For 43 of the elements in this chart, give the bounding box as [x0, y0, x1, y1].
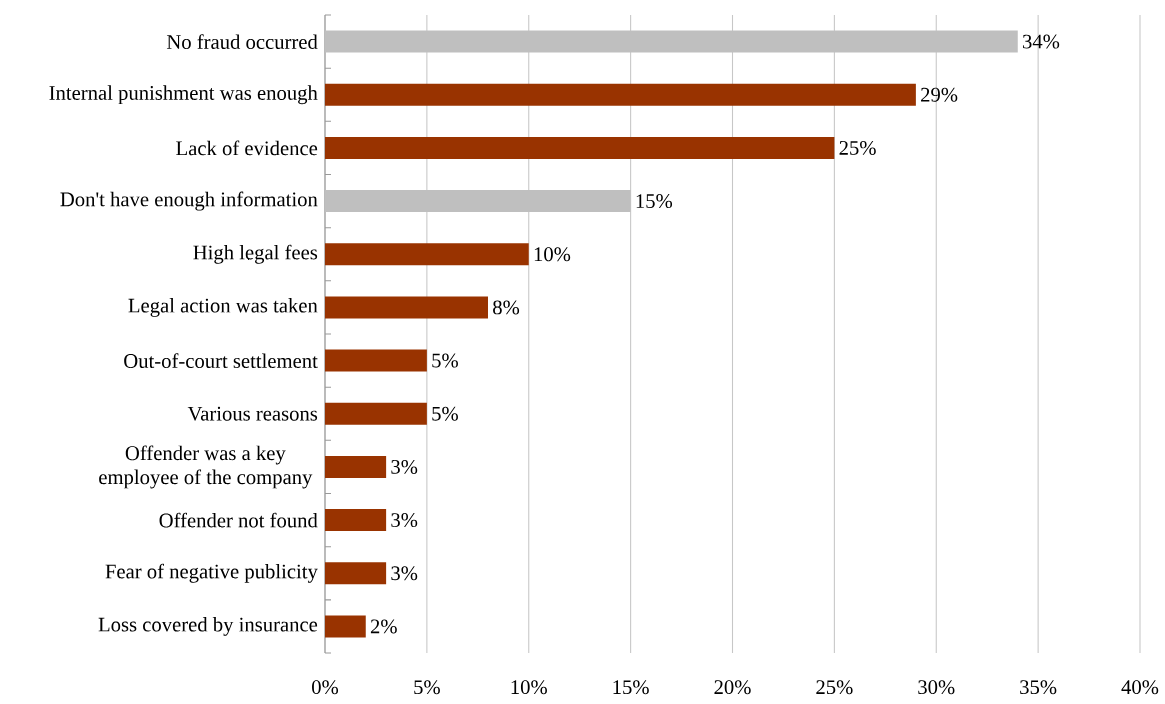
x-tick-label: 40%	[1121, 680, 1159, 695]
data-label: 34%	[1023, 34, 1060, 49]
y-tick-label: Don't have enough information	[60, 191, 318, 211]
bar	[325, 83, 916, 106]
data-label: 5%	[432, 353, 458, 368]
data-label: 5%	[432, 406, 458, 421]
bar	[325, 509, 387, 532]
data-label: 3%	[391, 513, 418, 528]
bar	[325, 243, 529, 266]
bar	[325, 402, 427, 425]
x-tick-label: 0%	[312, 680, 339, 695]
y-tick-label: Fear of negative publicity	[105, 563, 318, 583]
y-tick-label: Lack of evidence	[176, 140, 318, 156]
y-tick-label: Loss covered by insurance	[98, 617, 318, 636]
data-label: 2%	[370, 619, 397, 634]
y-tick-label: Various reasons	[187, 406, 318, 421]
bar	[325, 455, 387, 478]
x-tick-label: 30%	[918, 680, 955, 695]
x-tick-label: 35%	[1020, 680, 1057, 695]
data-label: 3%	[391, 459, 418, 474]
bar	[325, 349, 427, 372]
data-label: 15%	[636, 194, 673, 209]
data-label: 29%	[921, 87, 958, 102]
x-tick-label: 5%	[414, 680, 440, 695]
data-label: 10%	[534, 247, 571, 262]
x-tick-label: 10%	[511, 680, 547, 695]
bar	[325, 562, 387, 585]
y-tick-label: No fraud occurred	[166, 34, 318, 49]
y-tick-label: Offender was a key employee of the company	[99, 445, 313, 489]
y-tick-label: Legal action was taken	[128, 298, 318, 317]
x-tick-label: 20%	[714, 680, 751, 695]
y-tick-label: High legal fees	[193, 244, 318, 264]
bar	[325, 136, 835, 159]
x-tick-label: 25%	[816, 680, 853, 695]
bar	[325, 296, 488, 319]
bar	[325, 615, 366, 638]
data-label: 25%	[839, 140, 876, 155]
data-label: 8%	[493, 300, 520, 315]
y-tick-label: Offender not found	[159, 512, 318, 528]
y-tick-label: Internal punishment was enough	[49, 85, 318, 105]
x-tick-label: 15%	[613, 680, 649, 695]
y-tick-label: Out-of-court settlement	[124, 353, 318, 368]
data-label: 3%	[391, 566, 418, 581]
